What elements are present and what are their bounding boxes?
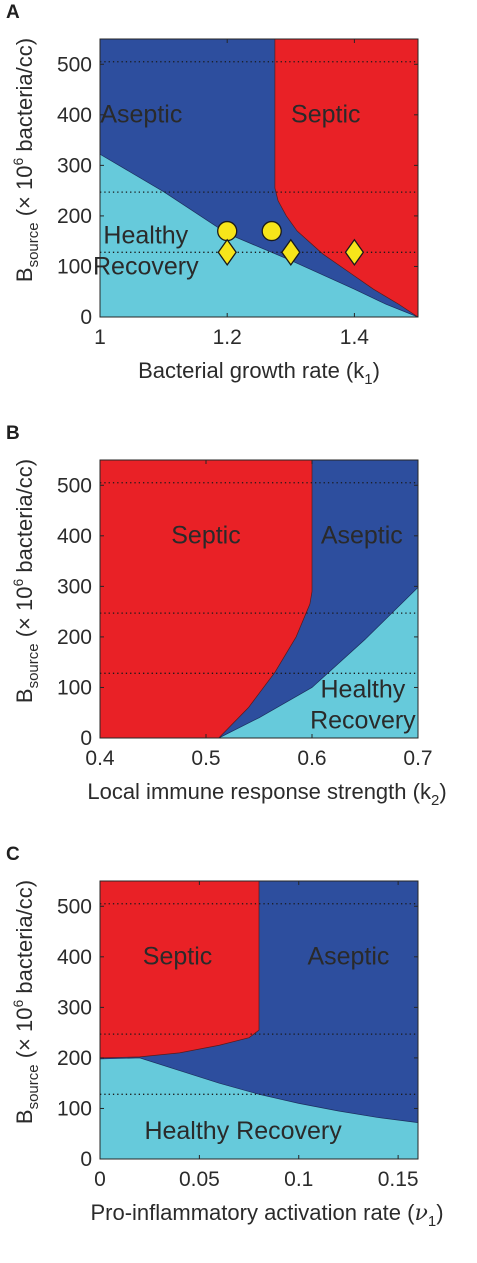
chart-panel-b: Septic Aseptic Healthy Recovery 0.4 0.5 0.6 0.7…: [0, 421, 477, 842]
x-tick-label: 1: [94, 326, 106, 349]
boundary-septic-aseptic: [99, 881, 260, 1059]
marker-diamond-3: [281, 238, 301, 267]
marker-diamond-2: [217, 238, 237, 267]
y-tick-label: 200: [57, 205, 92, 228]
y-tick-label: 0: [80, 1148, 92, 1171]
region-label-healthy-recovery: Healthy Recovery: [144, 1117, 342, 1145]
chart-panel-c: Septic Aseptic Healthy Recovery 0 0.05 0.1 0.1…: [0, 842, 477, 1263]
y-tick-label: 300: [57, 154, 92, 177]
region-septic: [274, 39, 418, 317]
plot-area: Aseptic Septic Healthy Recovery: [93, 39, 419, 318]
region-healthy-recovery: [100, 154, 418, 317]
x-tick-label: 1.2: [213, 326, 242, 349]
chart-panel-a: Aseptic Septic Healthy Recovery 1 1.2 1.4 0 100 2…: [0, 0, 477, 421]
y-tick-label: 100: [57, 1097, 92, 1120]
region-septic: [100, 881, 259, 1058]
y-tick-label: 200: [57, 626, 92, 649]
boundary-aseptic-healthy: [218, 587, 419, 739]
y-tick-label: 200: [57, 1047, 92, 1070]
region-healthy-recovery: [100, 1057, 418, 1159]
y-tick-label: 400: [57, 525, 92, 548]
plot-area: Septic Aseptic Healthy Recovery: [100, 460, 419, 739]
axes-frame: [99, 38, 419, 318]
x-tick-label: 0.15: [378, 1168, 419, 1191]
y-tick-label: 500: [57, 474, 92, 497]
y-tick-label: 0: [80, 306, 92, 329]
boundary-aseptic-septic: [274, 39, 419, 318]
region-septic: [100, 460, 312, 738]
y-tick-label: 300: [57, 575, 92, 598]
x-axis-label: Pro-inflammatory activation rate (ν1): [90, 1200, 443, 1230]
x-axis-label: Local immune response strength (k2): [87, 779, 446, 809]
y-tick-label: 100: [57, 676, 92, 699]
x-tick-label: 0.6: [297, 747, 326, 770]
chart-svg-a: Aseptic Septic Healthy Recovery 1 1.2 1.4 0 100 2…: [6, 2, 419, 388]
y-tick-label: 400: [57, 104, 92, 127]
chart-svg-b: Septic Aseptic Healthy Recovery 0.4 0.5 0.6 0.7…: [6, 423, 447, 809]
boundary-septic-aseptic: [218, 460, 313, 739]
x-tick-label: 0.1: [284, 1168, 313, 1191]
marker-circle-1: [261, 220, 282, 242]
y-axis-label: Bsource (× 106 bacteria/cc): [10, 459, 42, 703]
axes-frame: [99, 459, 419, 739]
region-label-aseptic: Aseptic: [307, 942, 389, 970]
panel-letter: B: [6, 423, 20, 444]
region-healthy-recovery: [218, 587, 418, 738]
axes-frame: [99, 880, 419, 1160]
y-tick-label: 500: [57, 895, 92, 918]
x-axis-label: Bacterial growth rate (k1): [138, 358, 380, 388]
y-tick-label: 300: [57, 996, 92, 1019]
marker-circle-0: [217, 220, 238, 242]
marker-diamond-4: [344, 238, 365, 267]
y-tick-label: 400: [57, 946, 92, 969]
y-axis-label: Bsource (× 106 bacteria/cc): [10, 38, 42, 282]
x-tick-label: 0.05: [179, 1168, 220, 1191]
x-tick-label: 0.4: [85, 747, 115, 770]
x-tick-label: 1.4: [340, 326, 370, 349]
region-label-septic: Septic: [171, 521, 240, 549]
y-tick-label: 500: [57, 53, 92, 76]
region-label-healthy-recovery: Healthy Recovery: [310, 676, 416, 735]
boundary-healthy-aseptic: [99, 1057, 419, 1123]
x-tick-label: 0.7: [403, 747, 432, 770]
region-label-septic: Septic: [143, 942, 212, 970]
panel-letter: C: [6, 844, 20, 865]
panel-letter: A: [6, 2, 20, 23]
x-tick-label: 0: [94, 1168, 106, 1191]
region-label-aseptic: Aseptic: [321, 521, 403, 549]
x-tick-label: 0.5: [191, 747, 220, 770]
chart-svg-c: Septic Aseptic Healthy Recovery 0 0.05 0.1 0.1…: [6, 844, 444, 1230]
region-label-healthy-recovery: Healthy Recovery: [93, 222, 199, 281]
y-axis-label: Bsource (× 106 bacteria/cc): [10, 880, 42, 1124]
plot-area: Septic Aseptic Healthy Recovery: [99, 881, 419, 1159]
region-label-septic: Septic: [291, 100, 360, 128]
y-tick-label: 100: [57, 255, 92, 278]
region-label-aseptic: Aseptic: [100, 100, 182, 128]
y-tick-label: 0: [80, 727, 92, 750]
